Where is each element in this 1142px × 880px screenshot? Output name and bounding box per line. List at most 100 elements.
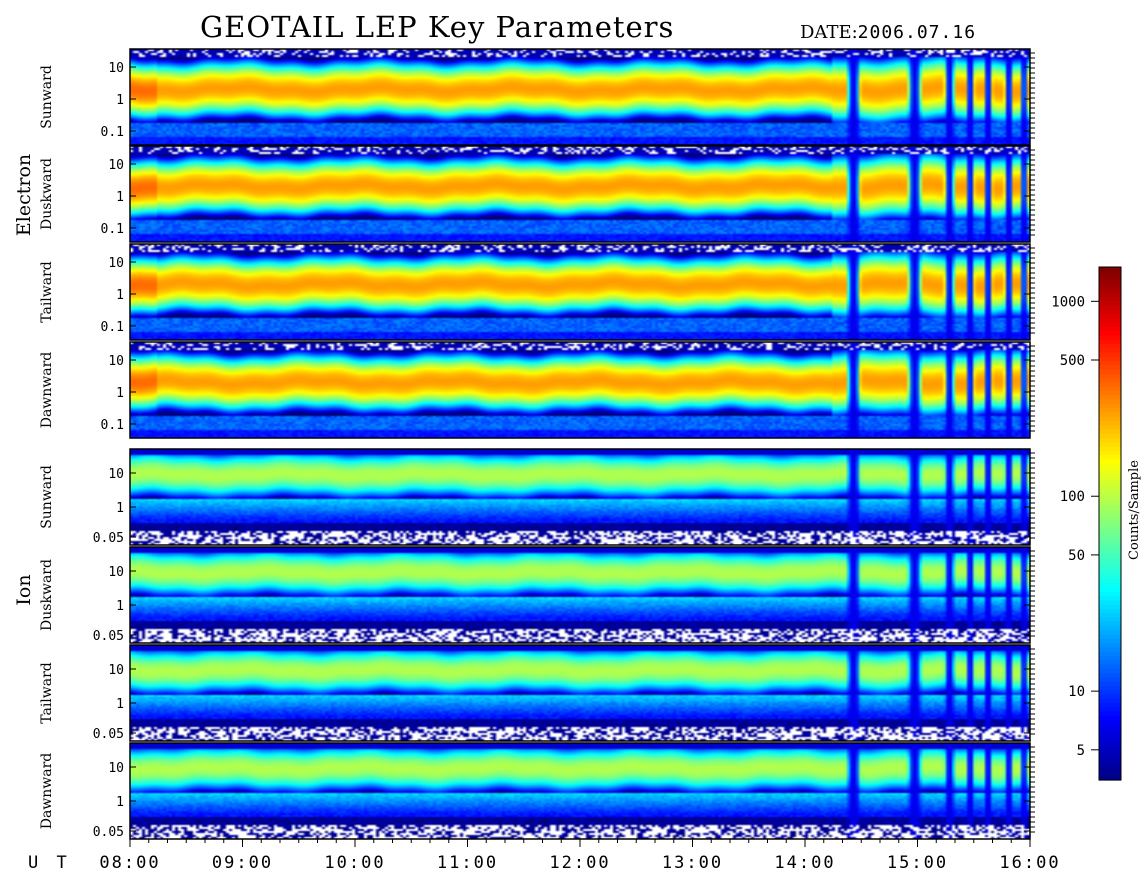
colorbar-segment [1099,703,1121,708]
colorbar-segment [1099,356,1121,362]
colorbar-segment [1099,296,1121,302]
x-tick-label: 09:00 [212,853,273,873]
colorbar-segment [1099,480,1121,486]
colorbar-segment [1099,386,1121,392]
y-tick-label: 0.1 [101,418,124,433]
colorbar-segment [1099,450,1121,456]
colorbar-segment [1099,544,1121,550]
spectrogram-image [130,645,1030,741]
colorbar-segment [1099,540,1121,546]
colorbar-segment [1099,382,1121,388]
colorbar-segment [1099,305,1121,311]
colorbar-segment [1099,378,1121,384]
colorbar-segment [1099,365,1121,371]
colorbar-segment [1099,767,1121,773]
colorbar-segment [1099,467,1121,473]
colorbar-segment [1099,698,1121,704]
colorbar-segment [1099,331,1121,336]
spectrogram-image [130,49,1030,145]
date-prefix: DATE: [800,22,858,43]
colorbar-segment [1099,472,1121,478]
colorbar-segment [1099,673,1121,678]
colorbar-segment [1099,348,1121,354]
colorbar-segment [1099,527,1121,533]
y-tick-label: 0.05 [93,531,124,546]
colorbar-segment [1099,476,1121,482]
colorbar-segment [1099,715,1121,721]
y-tick-label: 0.1 [101,320,124,335]
y-tick-label: 10 [108,467,124,482]
colorbar-segment [1099,420,1121,426]
colorbar-segment [1099,728,1121,734]
colorbar-segment [1099,309,1121,315]
colorbar-segment [1099,587,1121,593]
colorbar-segment [1099,493,1121,499]
x-tick-label: 08:00 [99,853,160,873]
colorbar-segment [1099,732,1121,738]
colorbar-segment [1099,395,1121,401]
x-tick-label: 11:00 [437,853,498,873]
colorbar-segment [1099,292,1121,298]
colorbar-segment [1099,343,1121,349]
panel-label: Tailward [39,261,55,323]
colorbar-segment [1099,412,1121,418]
colorbar-segment [1099,438,1121,443]
x-tick-label: 15:00 [887,853,948,873]
colorbar-segment [1099,314,1121,319]
colorbar-segment [1099,613,1121,619]
y-tick-label: 0.05 [93,825,124,840]
colorbar-tick-label: 10 [1068,684,1085,700]
colorbar-segment [1099,536,1121,542]
colorbar-segment [1099,707,1121,713]
colorbar-segment [1099,634,1121,640]
colorbar-label: Counts/Sample [1127,460,1142,560]
colorbar-tick-label: 100 [1060,489,1085,505]
y-tick-label: 10 [108,761,124,776]
y-tick-label: 10 [108,354,124,369]
x-tick-label: 10:00 [324,853,385,873]
colorbar-segment [1099,408,1121,413]
colorbar-segment [1099,583,1121,589]
y-tick-label: 1 [116,288,124,303]
x-tick-label: 13:00 [662,853,723,873]
colorbar-segment [1099,322,1121,328]
colorbar-segment [1099,574,1121,580]
y-tick-label: 1 [116,795,124,810]
spectrogram-image [130,449,1030,545]
y-tick-label: 1 [116,501,124,516]
colorbar-segment [1099,741,1121,747]
colorbar-segment [1099,677,1121,683]
colorbar-segment [1099,429,1121,435]
colorbar-segment [1099,502,1121,507]
spectrogram-image [130,244,1030,340]
group-label: Ion [13,574,35,605]
colorbar-segment [1099,617,1121,623]
colorbar-segment [1099,399,1121,405]
colorbar-segment [1099,284,1121,289]
colorbar-segment [1099,591,1121,597]
colorbar-segment [1099,510,1121,516]
panel-label: Tailward [39,662,55,724]
colorbar-segment [1099,630,1121,636]
colorbar-segment [1099,463,1121,469]
colorbar-segment [1099,403,1121,409]
panel-label: Duskward [39,559,55,631]
colorbar-segment [1099,720,1121,726]
panel-frame [129,448,1031,546]
colorbar-segment [1099,621,1121,627]
colorbar-segment [1099,485,1121,490]
colorbar-segment [1099,596,1121,602]
colorbar-tick-label: 5 [1077,743,1085,759]
panel-frame [129,243,1031,341]
colorbar-segment [1099,604,1121,610]
panel-frame [129,644,1031,742]
colorbar-segment [1099,326,1121,332]
colorbar-segment [1099,724,1121,730]
figure-title: GEOTAIL LEP Key Parameters [200,10,675,44]
y-tick-label: 10 [108,61,124,76]
colorbar-segment [1099,570,1121,576]
colorbar-segment [1099,579,1121,584]
colorbar-segment [1099,523,1121,529]
colorbar-segment [1099,442,1121,448]
